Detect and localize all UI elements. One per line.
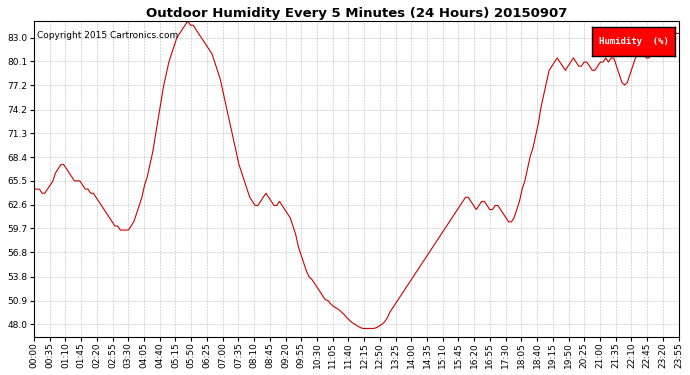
Title: Outdoor Humidity Every 5 Minutes (24 Hours) 20150907: Outdoor Humidity Every 5 Minutes (24 Hou… [146,7,567,20]
Text: Copyright 2015 Cartronics.com: Copyright 2015 Cartronics.com [37,31,179,40]
